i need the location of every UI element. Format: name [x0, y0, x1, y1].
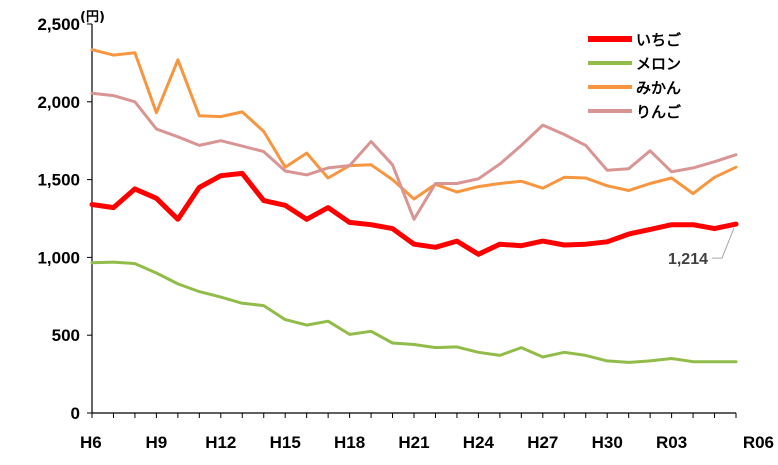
x-tick-label: R06 — [743, 433, 774, 452]
x-tick-label: R03 — [656, 433, 687, 452]
y-tick-label: 2,000 — [37, 93, 80, 112]
series-line-0 — [89, 170, 739, 257]
x-tick-label: H21 — [398, 433, 429, 452]
annotation-layer: 1,214 — [668, 227, 735, 268]
x-tick-label: H27 — [527, 433, 558, 452]
x-tick-label: H30 — [592, 433, 623, 452]
x-tick-label: H6 — [80, 433, 102, 452]
annotation-leader-0 — [712, 227, 735, 259]
x-tick-label: H24 — [463, 433, 495, 452]
x-tick-label: H15 — [270, 433, 301, 452]
annotation-label-0: 1,214 — [668, 251, 708, 268]
y-axis: 0 500 1,000 1,500 2,000 2,500 — [37, 15, 93, 423]
legend-label-0: いちご — [636, 31, 682, 49]
x-tick-label: H12 — [205, 433, 236, 452]
x-tick-label: H18 — [334, 433, 365, 452]
series-line-3 — [90, 91, 738, 221]
series-line-2 — [90, 48, 738, 201]
legend-label-3: りんご — [636, 103, 682, 121]
legend-label-1: メロン — [636, 55, 681, 73]
legend-label-2: みかん — [636, 79, 681, 97]
y-tick-label: 1,500 — [37, 171, 80, 190]
y-unit-label: (円) — [80, 10, 105, 25]
x-tick-label: H9 — [146, 433, 168, 452]
x-axis: H6 H9 H12 H15 H18 H21 H24 H27 H30 R03 R06 — [80, 412, 774, 452]
series-layer — [89, 48, 739, 364]
series-line-1 — [90, 260, 738, 364]
y-tick-label: 500 — [52, 326, 80, 345]
y-tick-label: 1,000 — [37, 248, 80, 267]
y-tick-label: 2,500 — [37, 15, 80, 34]
y-tick-label: 0 — [71, 404, 80, 423]
